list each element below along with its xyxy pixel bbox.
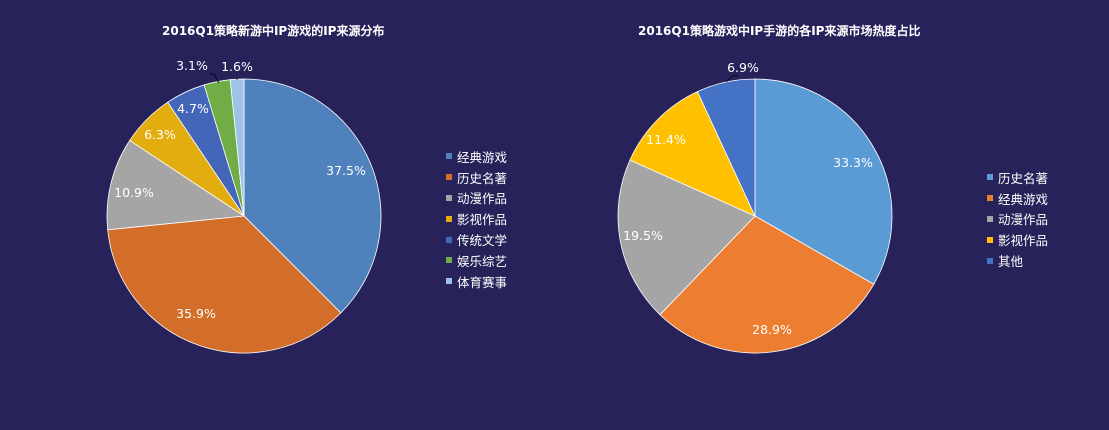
legend-swatch [987, 195, 993, 202]
pie-slice-1 [243, 78, 382, 314]
pie-chart: 37.5% 35.9% 10.9% 6.3%4.7% 3.1% 1.6% [106, 58, 382, 354]
legend-item: 影视作品 [446, 208, 507, 229]
legend-label: 历史名著 [457, 170, 508, 186]
data-label-1: 37.5% [326, 163, 366, 178]
pie-slice-3 [617, 159, 756, 316]
legend-item: 影视作品 [987, 229, 1048, 250]
data-label-1: 33.3% [833, 155, 873, 170]
data-label-4: 11.4% [646, 132, 686, 147]
leader-line-6 [209, 73, 220, 84]
legend-swatch [446, 194, 452, 201]
chart-title: 2016Q1策略游戏中IP手游的各IP来源市场热度占比 [638, 24, 921, 38]
legend-label: 娱乐综艺 [457, 253, 508, 269]
chart-legend: 历史名著经典游戏动漫作品影视作品其他 [987, 167, 1048, 271]
legend-label: 影视作品 [998, 233, 1049, 249]
legend-swatch [446, 174, 452, 181]
legend-label: 动漫作品 [998, 212, 1049, 228]
legend-label: 体育赛事 [457, 274, 508, 290]
legend-swatch [446, 236, 452, 243]
legend-label: 经典游戏 [457, 149, 508, 165]
legend-item: 历史名著 [987, 167, 1048, 188]
leader-line-5 [725, 75, 738, 83]
legend-swatch [446, 153, 452, 160]
data-label-3: 10.9% [114, 185, 154, 200]
data-label-3: 19.5% [623, 228, 663, 243]
legend-item: 动漫作品 [987, 209, 1048, 230]
chart-legend: 经典游戏历史名著动漫作品影视作品传统文学娱乐综艺体育赛事 [446, 146, 507, 292]
data-label-4: 6.3% [144, 127, 176, 142]
legend-item: 经典游戏 [446, 146, 507, 167]
chart-panel-ip-market-heat: 2016Q1策略游戏中IP手游的各IP来源市场热度占比 33.3% 28.9% 19… [540, 0, 1109, 430]
legend-item: 历史名著 [446, 167, 507, 188]
pie-slice-1 [754, 78, 893, 285]
pie-slice-2 [107, 215, 342, 354]
chart-panel-ip-source-distribution: 2016Q1策略新游中IP游戏的IP来源分布 37.5% 35.9% 10.9% 6.… [0, 0, 540, 430]
legend-label: 经典游戏 [998, 191, 1049, 207]
legend-item: 动漫作品 [446, 188, 507, 209]
legend-swatch [987, 257, 993, 264]
pie-slice-4 [629, 91, 756, 217]
data-label-6: 3.1% [176, 58, 208, 73]
data-label-2: 28.9% [752, 322, 792, 337]
legend-item: 传统文学 [446, 229, 507, 250]
legend-label: 动漫作品 [457, 191, 508, 207]
data-label-5: 4.7% [177, 101, 209, 116]
pie-slice-5 [696, 78, 756, 217]
legend-label: 历史名著 [998, 170, 1049, 186]
pie-slice-3 [106, 139, 246, 231]
data-label-2: 35.9% [176, 306, 216, 321]
legend-item: 经典游戏 [987, 188, 1048, 209]
legend-swatch [987, 215, 993, 222]
legend-swatch [446, 278, 452, 285]
data-label-5: 6.9% [727, 60, 759, 75]
legend-swatch [446, 257, 452, 264]
legend-item: 体育赛事 [446, 271, 507, 292]
legend-item: 娱乐综艺 [446, 250, 507, 271]
legend-swatch [987, 236, 993, 243]
legend-swatch [987, 174, 993, 181]
legend-label: 影视作品 [457, 212, 508, 228]
legend-label: 其他 [998, 254, 1024, 270]
pie-slice-2 [659, 215, 875, 354]
pie-chart: 33.3% 28.9% 19.5% 11.4% 6.9% [617, 60, 893, 354]
data-label-7: 1.6% [221, 59, 253, 74]
legend-item: 其他 [987, 250, 1048, 271]
chart-title: 2016Q1策略新游中IP游戏的IP来源分布 [162, 24, 385, 38]
legend-swatch [446, 215, 452, 222]
legend-label: 传统文学 [457, 233, 508, 249]
